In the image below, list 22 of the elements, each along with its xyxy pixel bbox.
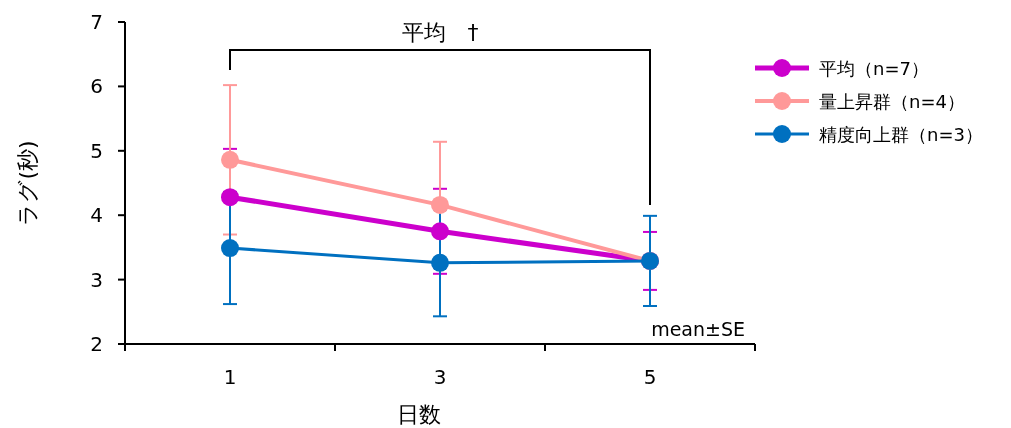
y-tick-label: 4 <box>90 203 103 228</box>
legend-label: 量上昇群（n=4） <box>819 90 965 112</box>
x-axis-title: 日数 <box>397 402 441 427</box>
point <box>431 195 449 214</box>
y-tick-label: 6 <box>90 74 103 99</box>
legend-label: 平均（n=7） <box>819 57 929 79</box>
y-tick-label: 2 <box>90 332 103 356</box>
point <box>221 239 239 258</box>
y-tick-label: 3 <box>90 267 103 292</box>
annotation: mean±SE <box>651 318 745 340</box>
point <box>431 253 449 272</box>
y-axis-title: ラグ(秒) <box>15 140 40 226</box>
annotation: 平均 † <box>401 20 479 45</box>
x-tick-label: 3 <box>433 365 447 389</box>
point <box>221 150 239 169</box>
x-tick-label: 5 <box>643 365 657 389</box>
point <box>431 222 449 241</box>
y-tick-label: 7 <box>90 10 103 34</box>
x-tick-label: 1 <box>223 365 237 389</box>
y-tick-label: 5 <box>90 138 103 163</box>
legend-label: 精度向上群（n=3） <box>819 123 983 145</box>
point <box>221 188 239 207</box>
